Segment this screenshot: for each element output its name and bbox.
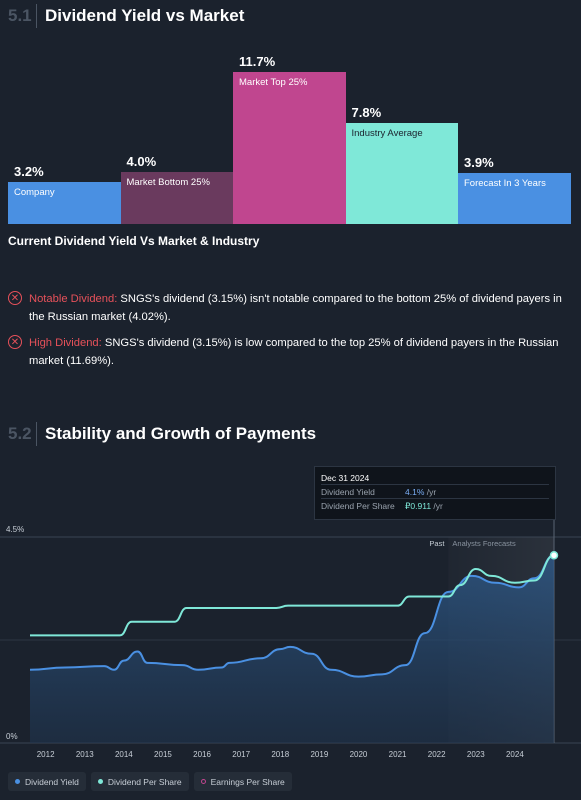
x-tick-label: 2019 bbox=[310, 750, 328, 759]
hover-point-marker bbox=[549, 551, 559, 560]
tooltip-date: Dec 31 2024 bbox=[321, 473, 370, 483]
fail-x-icon: ✕ bbox=[8, 335, 22, 349]
bar-category-label: Market Bottom 25% bbox=[126, 177, 210, 189]
legend-label: Dividend Yield bbox=[25, 776, 79, 787]
section-divider bbox=[36, 422, 37, 446]
legend-dot-icon bbox=[200, 779, 206, 784]
note-head: High Dividend: bbox=[29, 337, 102, 349]
note-body: SNGS's dividend (3.15%) is low compared … bbox=[29, 337, 559, 367]
chart-tooltip: Dec 31 2024 Dividend Yield 4.1% /yr Divi… bbox=[314, 466, 556, 520]
x-tick-label: 2017 bbox=[232, 750, 250, 759]
x-tick-label: 2020 bbox=[350, 750, 368, 759]
note-body: SNGS's dividend (3.15%) isn't notable co… bbox=[29, 293, 562, 323]
bar-category-label: Industry Average bbox=[351, 127, 423, 139]
dividend-yield-area bbox=[30, 555, 554, 743]
y-tick-label: 0% bbox=[6, 732, 18, 741]
note-head: Notable Dividend: bbox=[29, 293, 118, 305]
section-number: 5.1 bbox=[8, 6, 32, 25]
x-tick-label: 2014 bbox=[115, 750, 133, 759]
tooltip-key: Dividend Yield bbox=[321, 487, 375, 497]
forecast-label: Analysts Forecasts bbox=[452, 539, 516, 548]
stability-line-chart[interactable]: 4.5% 0% Past Analysts Forecasts 2012 2013 2014… bbox=[0, 460, 581, 765]
bar-company bbox=[8, 182, 121, 224]
legend-dividend-per-share[interactable]: Dividend Per Share bbox=[90, 772, 189, 791]
past-label: Past bbox=[429, 539, 445, 548]
x-tick-label: 2012 bbox=[37, 750, 55, 759]
section-title: Dividend Yield vs Market bbox=[45, 6, 245, 25]
legend-earnings-per-share[interactable]: Earnings Per Share bbox=[193, 772, 292, 791]
tooltip-unit: /yr bbox=[431, 501, 443, 511]
tooltip-row-dividend-per-share: Dividend Per Share ₽0.911 /yr bbox=[321, 498, 549, 513]
bar-value-label: 3.2% bbox=[14, 164, 44, 180]
x-tick-label: 2016 bbox=[193, 750, 211, 759]
chart-legend: Dividend Yield Dividend Per Share Earnin… bbox=[8, 772, 292, 791]
y-tick-label: 4.5% bbox=[6, 525, 24, 534]
tooltip-value: ₽0.911 /yr bbox=[405, 499, 443, 513]
legend-dot-icon bbox=[97, 779, 103, 784]
x-tick-label: 2023 bbox=[467, 750, 485, 759]
section-header-stability-growth: 5.2 Stability and Growth of Payments bbox=[8, 422, 316, 446]
tooltip-value-number: 4.1% bbox=[405, 487, 425, 497]
section-title: Stability and Growth of Payments bbox=[45, 424, 317, 443]
fail-x-icon: ✕ bbox=[8, 291, 22, 305]
chart-caption: Current Dividend Yield Vs Market & Indus… bbox=[8, 234, 260, 248]
bar-market-bottom-25- bbox=[120, 172, 233, 224]
bar-category-label: Forecast In 3 Years bbox=[464, 178, 546, 190]
tooltip-value-number: ₽0.911 bbox=[405, 501, 432, 511]
note-text: High Dividend: SNGS's dividend (3.15%) i… bbox=[29, 334, 574, 370]
tooltip-unit: /yr bbox=[424, 487, 437, 497]
bar-value-label: 3.9% bbox=[464, 155, 494, 171]
section-header-dividend-yield: 5.1 Dividend Yield vs Market bbox=[8, 4, 244, 28]
tooltip-row-dividend-yield: Dividend Yield 4.1% /yr bbox=[321, 484, 549, 499]
x-tick-label: 2024 bbox=[506, 750, 524, 759]
legend-label: Dividend Per Share bbox=[107, 776, 182, 787]
bar-industry-average bbox=[345, 122, 458, 224]
tooltip-value: 4.1% /yr bbox=[405, 485, 436, 499]
bar-category-label: Market Top 25% bbox=[239, 77, 308, 88]
note-text: Notable Dividend: SNGS's dividend (3.15%… bbox=[29, 290, 574, 326]
legend-label: Earnings Per Share bbox=[210, 776, 285, 787]
tooltip-key: Dividend Per Share bbox=[321, 501, 395, 511]
x-tick-label: 2022 bbox=[428, 750, 446, 759]
x-tick-label: 2013 bbox=[76, 750, 94, 759]
legend-dot-icon bbox=[15, 779, 20, 784]
x-tick-label: 2021 bbox=[389, 750, 407, 759]
dividend-per-share-line bbox=[29, 554, 555, 637]
bar-value-label: 7.8% bbox=[351, 104, 382, 120]
bar-market-top-25- bbox=[233, 72, 346, 224]
bar-forecast-in-3-years bbox=[458, 173, 571, 224]
x-tick-label: 2015 bbox=[154, 750, 172, 759]
note-high-dividend: ✕ High Dividend: SNGS's dividend (3.15%)… bbox=[8, 334, 574, 370]
bar-category-label: Company bbox=[14, 187, 55, 199]
legend-dividend-yield[interactable]: Dividend Yield bbox=[8, 772, 86, 791]
bar-value-label: 4.0% bbox=[126, 154, 157, 170]
note-notable-dividend: ✕ Notable Dividend: SNGS's dividend (3.1… bbox=[8, 290, 574, 326]
bar-value-label: 11.7% bbox=[239, 54, 276, 69]
x-tick-label: 2018 bbox=[271, 750, 289, 759]
section-divider bbox=[36, 4, 37, 28]
section-number: 5.2 bbox=[8, 424, 32, 443]
